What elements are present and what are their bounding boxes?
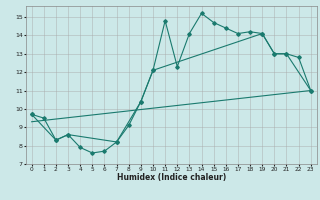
X-axis label: Humidex (Indice chaleur): Humidex (Indice chaleur) [116, 173, 226, 182]
